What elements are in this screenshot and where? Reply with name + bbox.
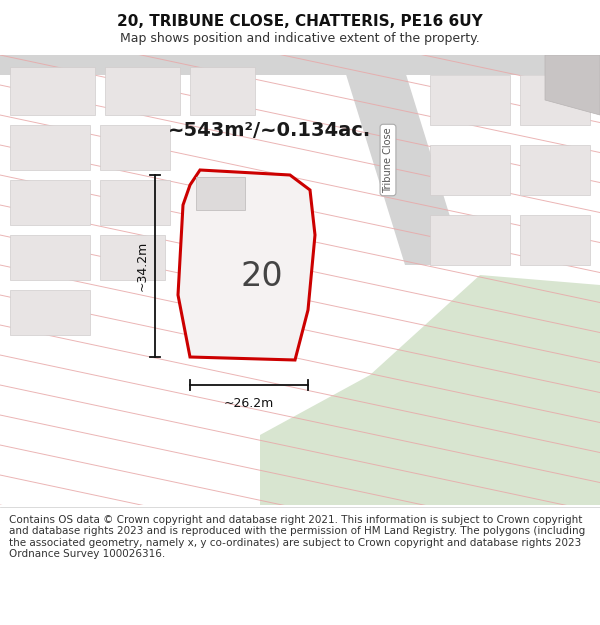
Text: 20, TRIBUNE CLOSE, CHATTERIS, PE16 6UY: 20, TRIBUNE CLOSE, CHATTERIS, PE16 6UY [117, 14, 483, 29]
Text: 20: 20 [241, 261, 283, 294]
Polygon shape [178, 170, 315, 360]
Bar [190, 67, 255, 115]
Polygon shape [340, 55, 465, 265]
Polygon shape [545, 55, 600, 115]
Text: ~543m²/~0.134ac.: ~543m²/~0.134ac. [168, 121, 371, 139]
Bar [430, 145, 510, 195]
Bar [10, 67, 95, 115]
Text: Tribune Close: Tribune Close [383, 127, 393, 192]
Bar [10, 125, 90, 170]
Bar [105, 67, 180, 115]
Text: Tribune Close: Tribune Close [383, 127, 393, 192]
Bar [10, 290, 90, 335]
Bar [100, 235, 165, 280]
Bar [430, 215, 510, 265]
Polygon shape [260, 275, 600, 505]
Bar [430, 75, 510, 125]
Bar [520, 145, 590, 195]
Text: Contains OS data © Crown copyright and database right 2021. This information is : Contains OS data © Crown copyright and d… [9, 514, 585, 559]
Text: ~26.2m: ~26.2m [224, 397, 274, 410]
Bar [520, 215, 590, 265]
Polygon shape [196, 177, 245, 210]
Text: ~34.2m: ~34.2m [136, 241, 149, 291]
Bar [100, 180, 170, 225]
Bar [100, 125, 170, 170]
Bar [10, 180, 90, 225]
Bar [520, 75, 590, 125]
Bar [10, 235, 90, 280]
Polygon shape [0, 55, 600, 75]
Text: Map shows position and indicative extent of the property.: Map shows position and indicative extent… [120, 32, 480, 45]
